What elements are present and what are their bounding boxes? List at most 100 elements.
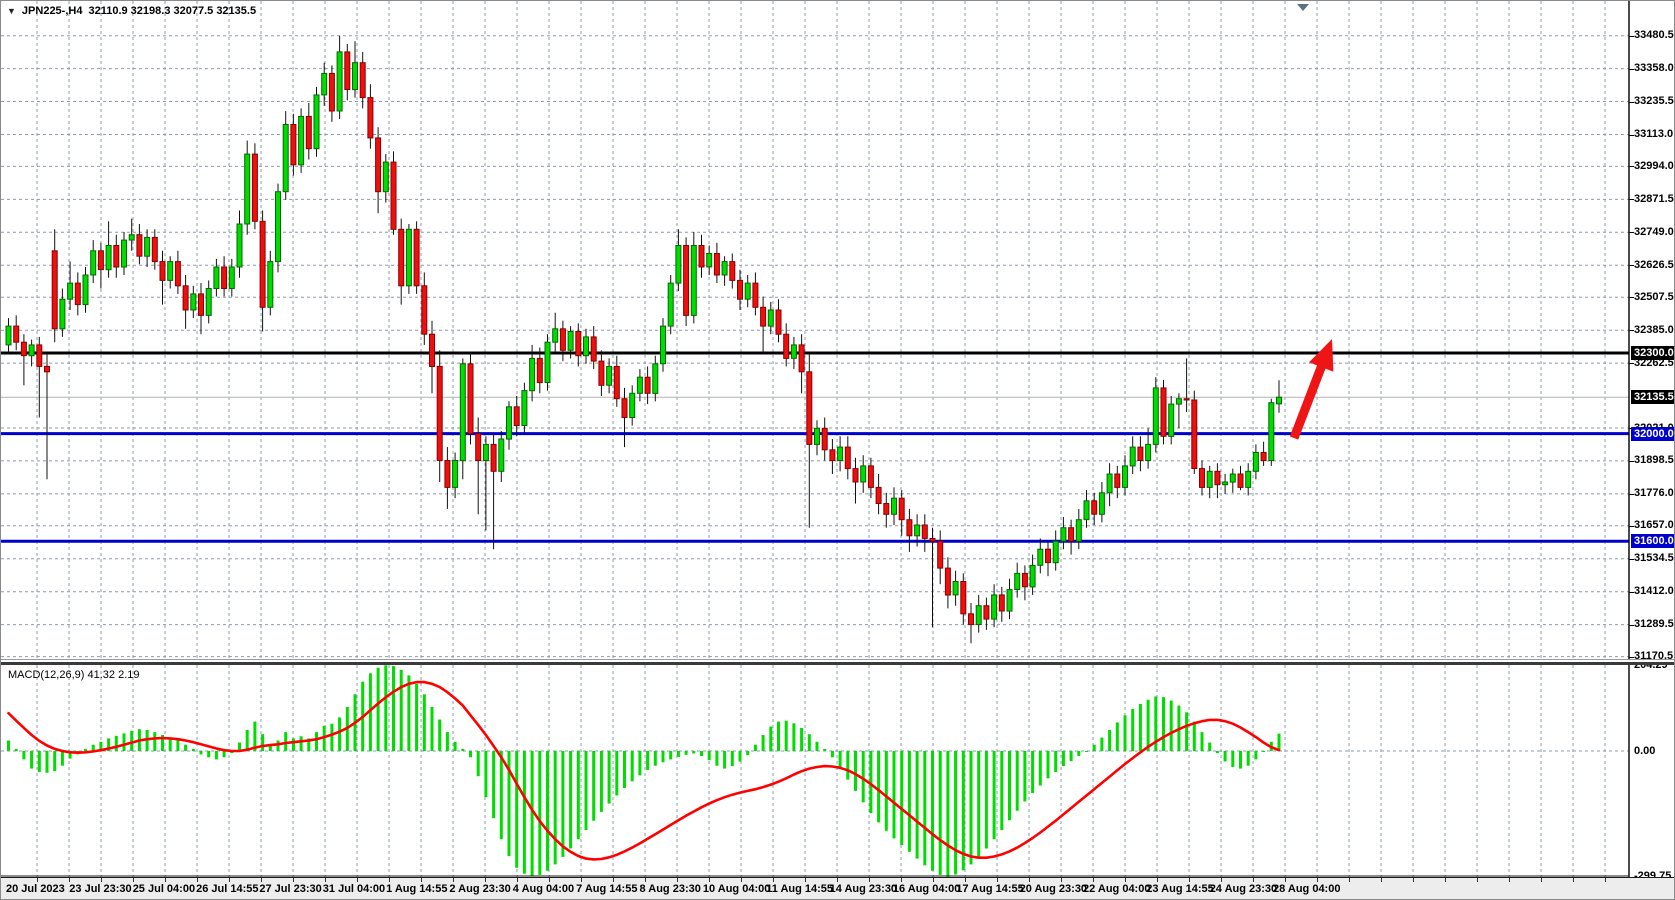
price-axis-label: 31898.5 [1634,454,1674,467]
candlestick [606,365,613,386]
candlestick [683,245,690,316]
candlestick [36,344,43,367]
macd-histogram-bar [1231,751,1235,767]
candlestick [906,519,913,537]
macd-histogram-bar [522,751,526,874]
candlestick [652,363,659,394]
pane-splitter[interactable] [1,659,1674,665]
macd-histogram-bar [307,738,311,751]
candlestick [875,486,882,504]
macd-histogram-bar [730,751,734,767]
candlestick [405,228,412,287]
candlestick [482,443,489,461]
time-axis[interactable]: 20 Jul 2023 23 Jul 23:30 25 Jul 04:00 26 Ju… [1,877,1674,899]
time-axis-tick [1125,878,1126,882]
macd-histogram-bar [430,706,434,751]
price-axis-label: 33235.5 [1634,95,1674,107]
macd-histogram-bar [992,751,996,840]
candlestick [74,282,81,306]
macd-name: MACD(12,26,9) [8,669,85,681]
chart-shift-marker-icon[interactable] [1297,4,1309,11]
candlestick [398,228,405,287]
price-axis-tick [1629,460,1634,462]
macd-histogram-bar [422,694,426,751]
macd-signal-line [7,680,1281,861]
candlestick [767,309,774,327]
time-axis-tick [293,878,294,882]
macd-histogram-bar [469,751,472,758]
price-chart-pane[interactable] [1,1,1675,659]
macd-histogram-bar [753,744,757,751]
candlestick [136,234,143,257]
macd-histogram-bar [561,751,565,857]
candlestick [1222,481,1229,486]
candlestick [205,288,212,316]
macd-histogram-bar [823,748,827,751]
candlestick [860,465,867,483]
candlestick [829,449,836,462]
candlestick [390,161,397,230]
candlestick [90,250,97,276]
macd-histogram-bar [153,732,157,751]
time-axis-label: 14 Aug 23:30 [829,883,898,895]
macd-histogram-bar [1000,751,1004,830]
candlestick [1175,398,1182,405]
time-axis-label: 8 Aug 23:30 [639,883,701,895]
price-axis-label: 32626.5 [1634,258,1674,271]
price-axis-tick [1629,525,1634,527]
macd-histogram-bar [1246,751,1250,766]
price-badge-32300.0: 32300.0 [1631,346,1674,360]
macd-histogram-bar [615,751,619,796]
price-axis-tick [1629,265,1634,267]
chart-dropdown-icon[interactable]: ▼ [7,6,16,16]
candlestick [775,309,782,335]
macd-histogram-bar [461,748,465,751]
time-axis-tick [1189,878,1190,882]
time-axis-label: 20 Jul 2023 [6,883,65,895]
candlestick [575,331,582,357]
candlestick [559,328,566,351]
candlestick [190,293,197,311]
macd-histogram-bar [1092,744,1096,751]
price-axis-label: 33113.0 [1634,128,1674,140]
candlestick [590,336,597,362]
candlestick [167,261,174,281]
macd-histogram-bar [1100,737,1104,751]
price-badge-32000.0: 32000.0 [1631,426,1674,441]
macd-label: MACD(12,26,9) 41.32 2.19 [8,669,140,681]
macd-histogram-bar [792,723,796,751]
macd-histogram-bar [1146,699,1150,751]
macd-histogram-bar [515,751,519,868]
time-axis-tick [581,878,582,882]
macd-indicator-pane[interactable] [1,665,1675,877]
macd-histogram-bar [330,723,334,751]
macd-histogram-bar [707,751,711,761]
macd-histogram-bar [946,751,950,877]
candlestick [1052,540,1059,564]
macd-scale-scale_zero: 0.00 [1634,744,1656,757]
macd-histogram-bar [954,751,958,875]
candlestick [806,371,813,445]
time-axis-tick [325,878,326,882]
time-axis-label: 10 Aug 04:00 [702,883,771,895]
macd-histogram-bar [214,751,218,760]
macd-histogram-bar [900,751,904,846]
breakout-arrow[interactable] [1289,339,1334,440]
macd-histogram-bar [530,751,534,877]
candlestick [298,115,305,166]
macd-histogram-bar [268,744,272,751]
macd-histogram-bar [984,751,988,849]
candlestick [567,331,574,351]
macd-histogram-bar [777,721,780,751]
macd-histogram-bar [861,751,865,803]
macd-histogram-bar [222,751,226,758]
macd-histogram-bar [553,751,557,865]
macd-histogram-bar [199,751,203,755]
candlestick [1075,519,1082,542]
macd-histogram-bar [1223,751,1227,762]
time-axis-tick [517,878,518,882]
candlestick [698,245,705,268]
macd-histogram-bar [1200,732,1204,751]
price-axis-label: 33358.0 [1634,62,1674,75]
time-axis-label: 28 Aug 04:00 [1273,883,1341,895]
